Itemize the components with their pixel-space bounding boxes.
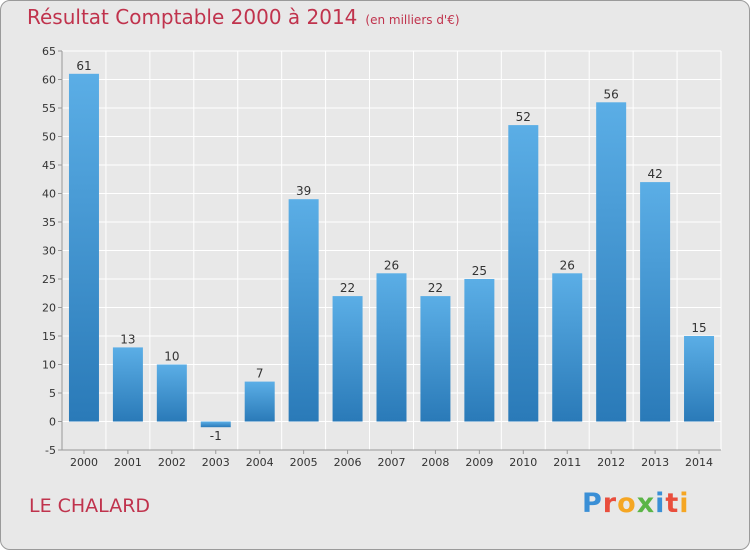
axes: -5 0 5 10 15 20 25 30 35 40 45 50 55 60 65 2000 2001 2002… — [42, 45, 721, 469]
x-tick-label: 2005 — [290, 456, 318, 469]
x-tick-label: 2008 — [421, 456, 449, 469]
y-tick-label: 30 — [42, 245, 56, 258]
data-label: 10 — [164, 350, 179, 364]
data-label: 61 — [76, 59, 91, 73]
logo-letter: P — [582, 488, 603, 519]
x-tick-label: 2001 — [114, 456, 142, 469]
y-tick-label: 45 — [42, 159, 56, 172]
bar-2010 — [508, 125, 539, 422]
title-text: Résultat Comptable 2000 à 2014 — [27, 5, 358, 29]
x-tick-label: 2003 — [202, 456, 230, 469]
y-tick-label: 10 — [42, 359, 56, 372]
bar-2001 — [112, 347, 143, 422]
data-label: 26 — [560, 258, 575, 272]
x-tick-label: 2009 — [465, 456, 493, 469]
x-tick-label: 2012 — [597, 456, 625, 469]
logo-letter: r — [602, 488, 618, 519]
x-tick-label: 2004 — [246, 456, 274, 469]
data-labels: 61 13 10 -1 7 39 22 26 22 25 52 26 56 42 15 — [76, 59, 706, 443]
x-tick-label: 2010 — [509, 456, 537, 469]
logo-letter: t — [665, 488, 680, 519]
x-tick-label: 2007 — [378, 456, 406, 469]
chart-title: Résultat Comptable 2000 à 2014 (en millie… — [27, 5, 460, 29]
y-tick-label: 50 — [42, 131, 56, 144]
y-tick-label: 25 — [42, 273, 56, 286]
y-tick-label: 60 — [42, 74, 56, 87]
y-tick-label: 40 — [42, 188, 56, 201]
logo-letter: i — [655, 488, 666, 519]
logo-letter: o — [617, 488, 637, 519]
bar-2003 — [200, 421, 231, 428]
bar-2006 — [332, 296, 363, 422]
bar-2004 — [244, 381, 275, 422]
data-label: 22 — [340, 281, 355, 295]
bar-2009 — [464, 279, 495, 422]
data-label: 15 — [691, 321, 706, 335]
data-label: -1 — [210, 429, 222, 443]
data-label: 39 — [296, 184, 311, 198]
x-tick-label: 2006 — [334, 456, 362, 469]
data-label: 13 — [120, 332, 135, 346]
bar-2000 — [68, 73, 99, 422]
data-label: 25 — [472, 264, 487, 278]
y-tick-label: 0 — [49, 416, 56, 429]
bar-2005 — [288, 199, 319, 422]
logo-letter: x — [636, 488, 656, 519]
data-label: 22 — [428, 281, 443, 295]
data-label: 56 — [604, 87, 619, 101]
x-tick-label: 2002 — [158, 456, 186, 469]
y-tick-label: 20 — [42, 302, 56, 315]
x-tick-label: 2011 — [553, 456, 581, 469]
bar-2008 — [420, 296, 451, 422]
x-tick-label: 2000 — [70, 456, 98, 469]
y-tick-label: -5 — [45, 444, 56, 457]
y-tick-label: 35 — [42, 216, 56, 229]
bars — [68, 73, 715, 428]
bar-2014 — [684, 336, 715, 422]
bar-2011 — [552, 273, 583, 422]
bar-2012 — [596, 102, 627, 422]
x-tick-label: 2013 — [641, 456, 669, 469]
y-tick-label: 15 — [42, 330, 56, 343]
y-tick-label: 5 — [49, 387, 56, 400]
data-label: 52 — [516, 110, 531, 124]
place-name: LE CHALARD — [29, 495, 151, 517]
bar-2013 — [640, 182, 671, 422]
logo-letter: i — [679, 488, 690, 519]
y-tick-label: 55 — [42, 102, 56, 115]
bar-2007 — [376, 273, 407, 422]
data-label: 26 — [384, 258, 399, 272]
x-tick-label: 2014 — [685, 456, 713, 469]
proxiti-logo: Proxiti — [582, 488, 690, 519]
bar-2002 — [156, 364, 187, 422]
chart-subtitle: (en milliers d'€) — [365, 13, 460, 27]
data-label: 42 — [647, 167, 662, 181]
data-label: 7 — [256, 367, 264, 381]
y-tick-label: 65 — [42, 45, 56, 58]
